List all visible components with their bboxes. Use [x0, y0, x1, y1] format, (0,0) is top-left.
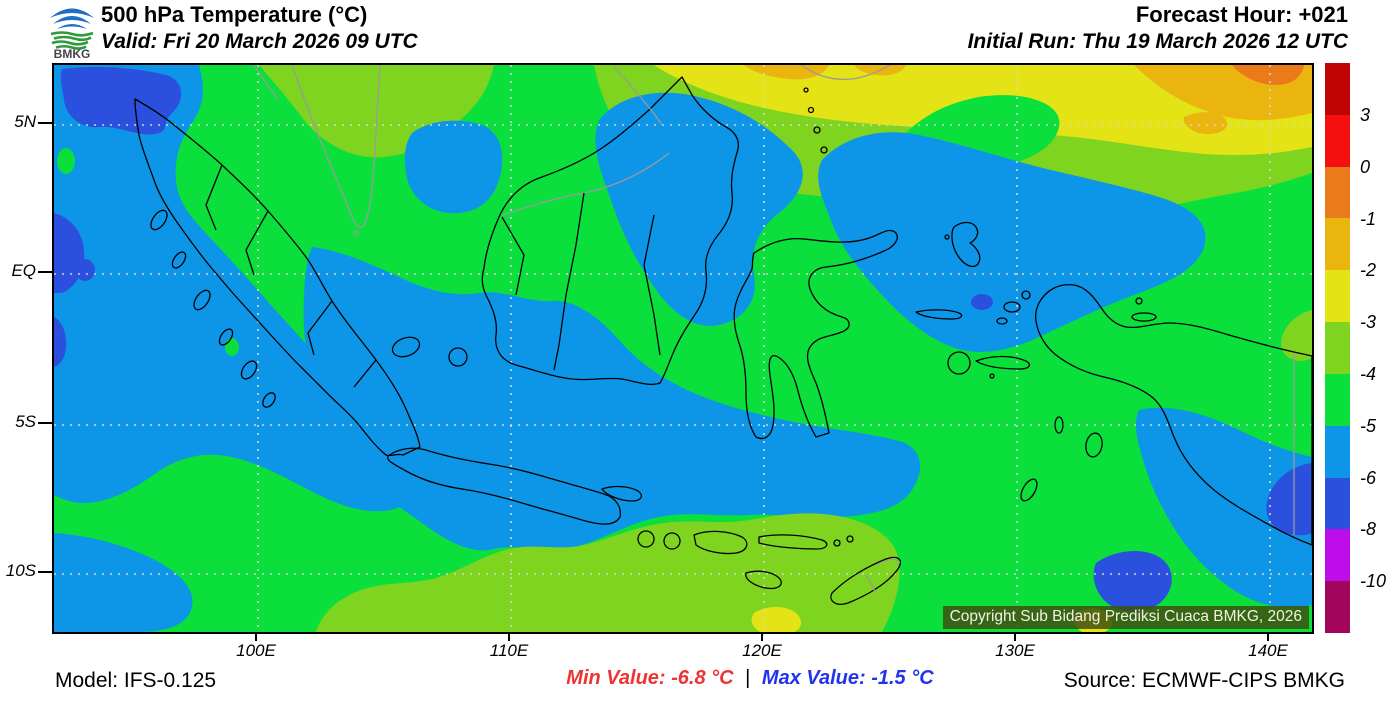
colorbar-label: -6	[1360, 468, 1377, 488]
colorbar-label: -3	[1360, 312, 1377, 332]
lat-tick	[38, 571, 53, 573]
colorbar-label: 3	[1360, 105, 1371, 125]
min-value-label: Min Value: -6.8 °C	[566, 667, 734, 689]
indonesia-coastlines	[134, 76, 1313, 605]
colorbar-segment	[1325, 63, 1350, 115]
page-title: 500 hPa Temperature (°C)	[101, 2, 368, 27]
graticule	[54, 65, 1312, 632]
colorbar-segment	[1325, 529, 1350, 582]
model-label: Model: IFS-0.125	[55, 669, 217, 692]
lat-tick	[38, 122, 53, 124]
lat-label-eq: EQ	[11, 261, 36, 280]
lat-label-5n: 5N	[14, 112, 36, 131]
lat-tick	[38, 422, 53, 424]
temperature-colorbar	[1325, 63, 1350, 633]
lat-label-5s: 5S	[15, 412, 36, 431]
colorbar-label: -5	[1360, 416, 1377, 436]
colorbar-label: -1	[1360, 209, 1377, 229]
lon-tick	[255, 634, 257, 641]
lon-tick	[761, 634, 763, 641]
colorbar-segment	[1325, 373, 1350, 426]
lon-tick	[1014, 634, 1016, 641]
colorbar-label: 0	[1360, 157, 1371, 177]
svg-text:BMKG: BMKG	[54, 47, 91, 59]
temperature-fill-map	[54, 64, 1313, 632]
lon-label-130e: 130E	[995, 641, 1035, 660]
colorbar-segment	[1325, 218, 1350, 271]
colorbar-segment	[1325, 166, 1350, 219]
lon-label-140e: 140E	[1248, 641, 1288, 660]
colorbar-label: -10	[1360, 571, 1387, 591]
colorbar-segment	[1325, 477, 1350, 530]
colorbar-segment	[1325, 322, 1350, 374]
lat-label-10s: 10S	[5, 561, 36, 580]
colorbar-segment	[1325, 270, 1350, 323]
colorbar-label: -4	[1360, 364, 1377, 384]
lon-label-110e: 110E	[489, 641, 529, 660]
foreign-coastlines	[253, 64, 1295, 566]
initial-run-label: Initial Run: Thu 19 March 2026 12 UTC	[967, 30, 1348, 53]
colorbar-label: -8	[1360, 519, 1377, 539]
forecast-hour-label: Forecast Hour: +021	[1135, 2, 1348, 27]
colorbar-label: -2	[1360, 260, 1377, 280]
lon-label-100e: 100E	[236, 641, 276, 660]
max-value-label: Max Value: -1.5 °C	[761, 667, 934, 689]
source-label: Source: ECMWF-CIPS BMKG	[1063, 669, 1345, 692]
lon-tick	[508, 634, 510, 641]
lon-label-120e: 120E	[742, 641, 782, 660]
colorbar-segment	[1325, 581, 1350, 633]
colorbar-segment	[1325, 114, 1350, 167]
valid-time-label: Valid: Fri 20 March 2026 09 UTC	[101, 30, 418, 53]
bmkg-logo-icon: BMKG	[50, 8, 94, 61]
copyright-label: Copyright Sub Bidang Prediksi Cuaca BMKG…	[942, 606, 1309, 629]
temperature-map: Copyright Sub Bidang Prediksi Cuaca BMKG…	[52, 63, 1314, 634]
lon-tick	[1267, 634, 1269, 641]
lat-tick	[38, 271, 53, 273]
colorbar-segment	[1325, 425, 1350, 478]
minmax-separator: |	[745, 667, 751, 689]
minmax-values: Min Value: -6.8 °C | Max Value: -1.5 °C	[350, 667, 1150, 690]
bmkg-logo: BMKG	[46, 1, 98, 61]
